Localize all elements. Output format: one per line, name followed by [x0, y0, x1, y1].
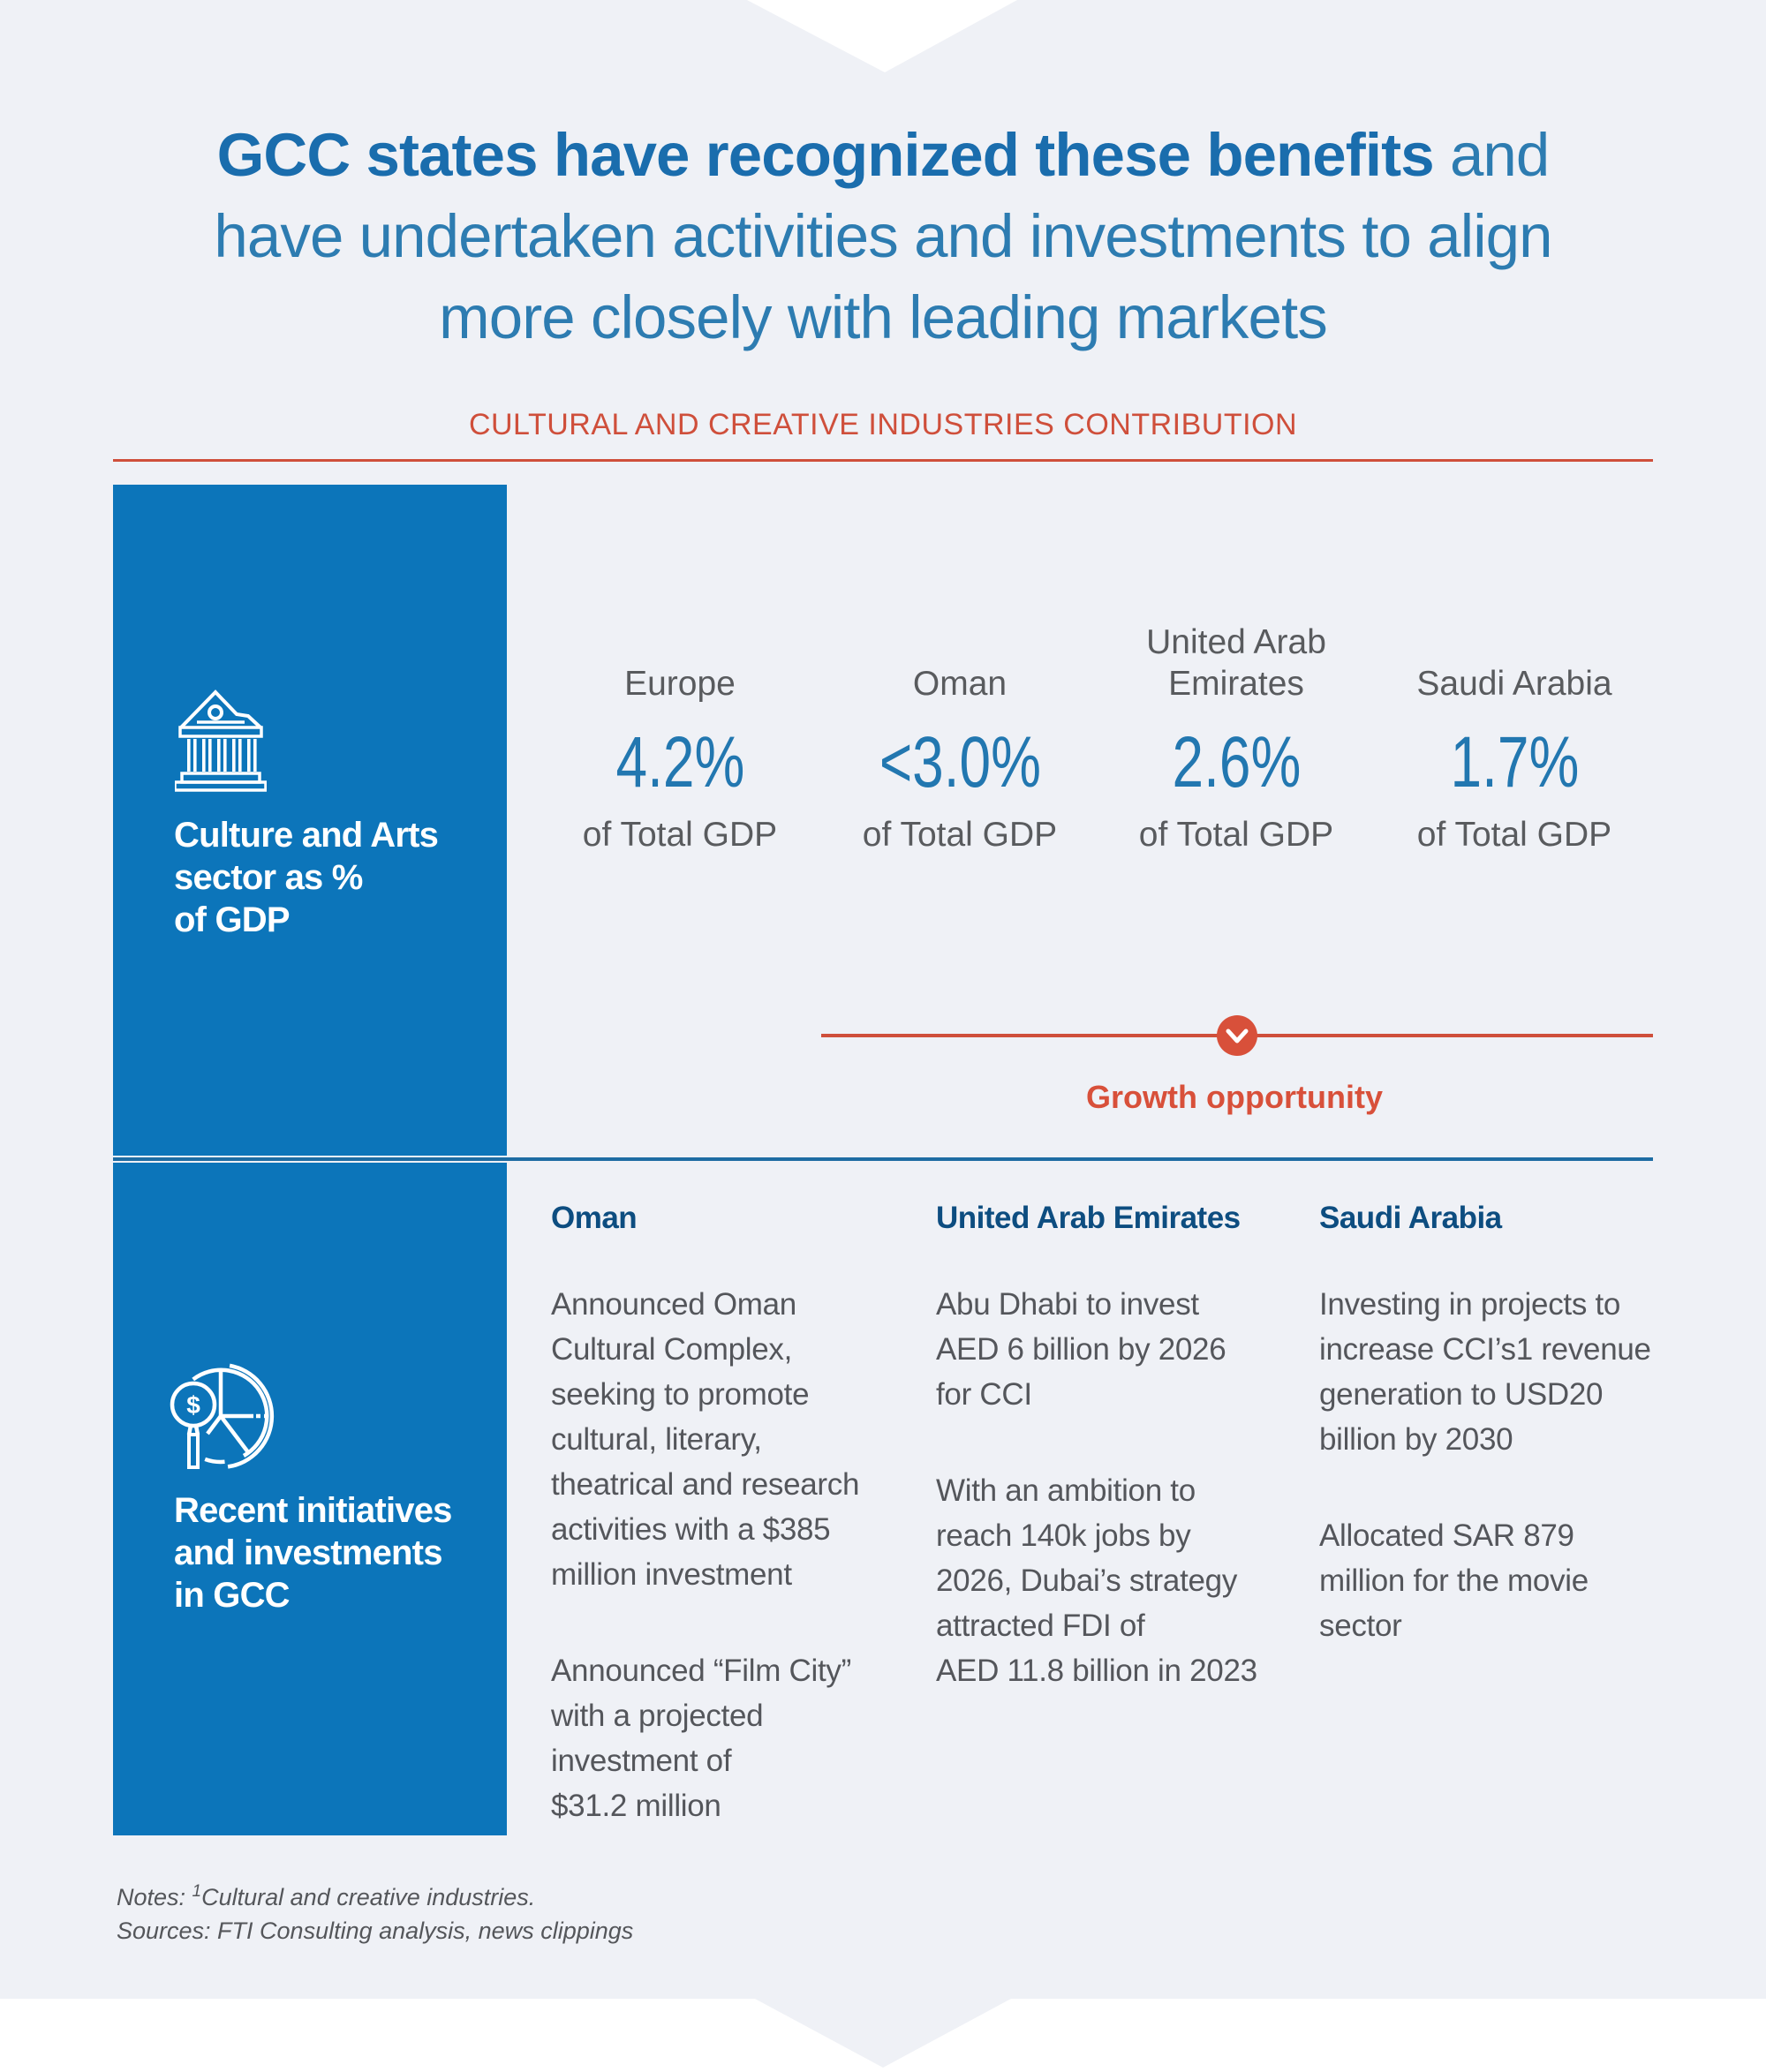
svg-text:$: $ [186, 1391, 200, 1419]
